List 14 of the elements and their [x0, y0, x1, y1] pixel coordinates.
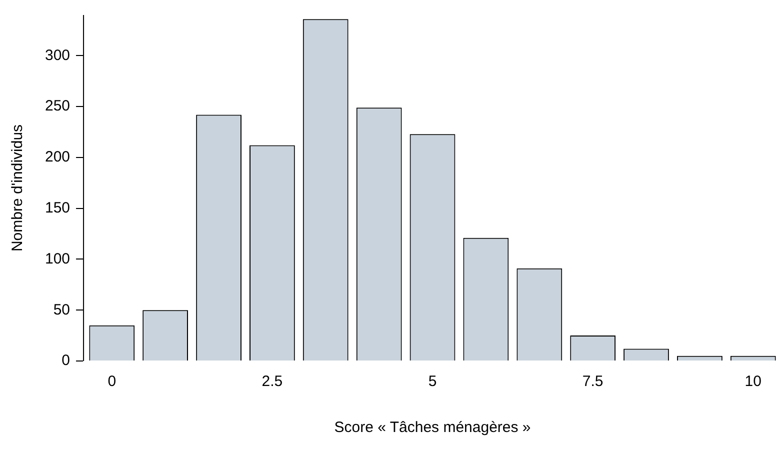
x-axis-title: Score « Tâches ménagères »	[334, 419, 531, 436]
y-tick-label: 100	[44, 250, 70, 268]
y-tick-label: 300	[44, 46, 70, 64]
x-tick-label: 2.5	[262, 373, 283, 390]
x-tick-label: 10	[744, 373, 762, 390]
y-tick-label: 200	[44, 148, 70, 166]
y-axis-title: Nombre d'individus	[9, 124, 26, 252]
y-tick-label: 150	[44, 199, 70, 216]
y-tick-label: 250	[44, 98, 70, 115]
x-tick-label: 7.5	[582, 373, 604, 390]
x-tick-label: 0	[108, 373, 116, 390]
x-tick-label: 5	[428, 373, 437, 390]
y-tick-label: 50	[53, 301, 70, 318]
y-tick-label: 0	[62, 352, 70, 370]
